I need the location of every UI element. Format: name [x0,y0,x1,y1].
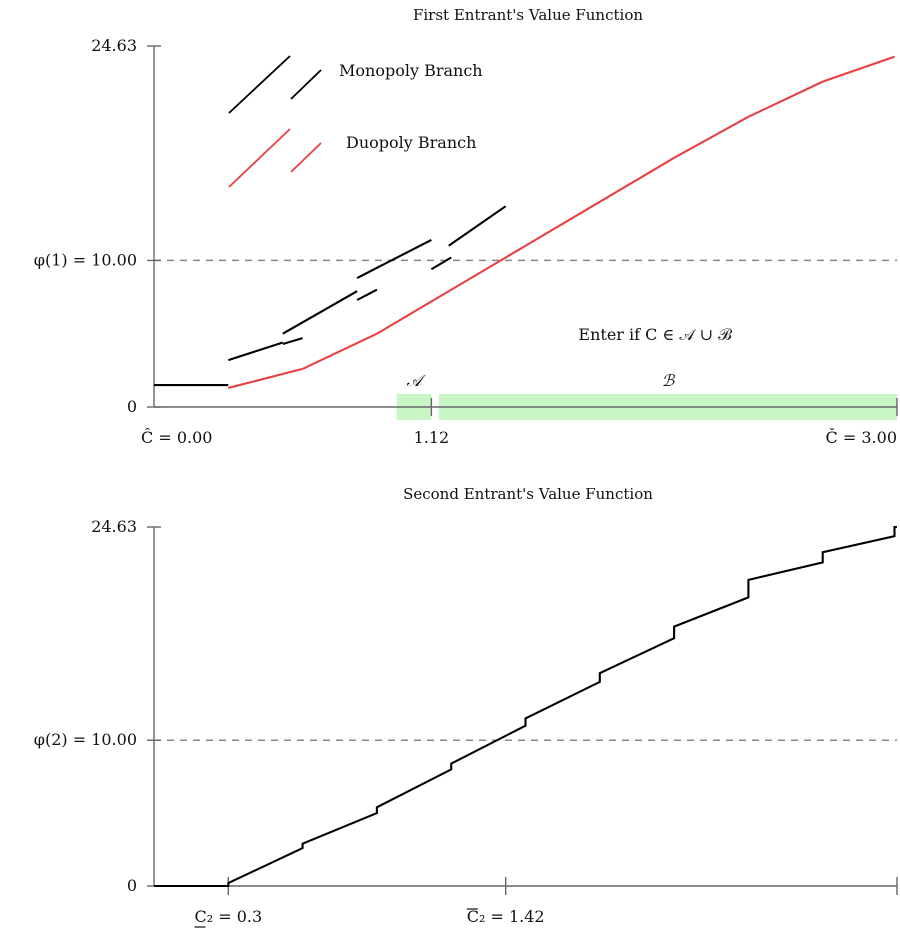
labels-second: 0 24.63 φ(2) = 10.00 C₂ = 0.3 C₂ = 1.42 [34,517,545,928]
legend-label-1: Duopoly Branch [346,133,476,152]
series-0-dash-2 [430,256,452,271]
reference-line-label: φ(2) = 10.00 [34,730,137,749]
y-tick-label-1: 24.63 [91,517,137,536]
x-tick-label-1: 1.12 [414,428,450,447]
series-1-segment-0 [228,367,303,389]
axes-first [147,45,898,416]
legend-label-0: Monopoly Branch [339,61,483,80]
legend-swatch-1-a [228,128,291,188]
series-0-segment-1 [227,341,284,362]
y-tick-label-0: 0 [127,876,137,895]
x-tick-label-1: C₂ = 1.42 [467,907,545,926]
series-1-segment-7 [747,80,824,118]
chart-title-second: Second Entrant's Value Function [403,485,653,503]
legend-swatch-0-b [290,69,322,100]
axes-second [147,526,898,895]
series-0-segment-4 [448,205,507,247]
labels-first: 0 24.63 φ(1) = 10.00 Ĉ = 0.00 1.12 Č = 3.00 𝒜 ℬ… [34,36,897,447]
legend-swatch-0-a [228,55,291,114]
panel-second-entrant: Second Entrant's Value Function 0 24.63 φ(… [34,485,898,928]
series-0-dash-1 [356,288,378,301]
series-1-segment-5 [599,156,675,203]
y-tick-label-1: 24.63 [91,36,137,55]
x-tick-label-0: Ĉ = 0.00 [141,427,212,447]
series-line [154,525,897,888]
y-tick-label-0: 0 [127,397,137,416]
series-second [154,525,897,888]
series-1-segment-8 [822,55,895,83]
series-0-segment-3 [356,238,432,279]
region-label-0: 𝒜 [406,371,426,390]
series-1-segment-2 [376,288,452,335]
legend-swatch-1-b [290,142,322,173]
series-first [154,55,895,389]
panel-first-entrant: First Entrant's Value Function 0 24.63 φ(1… [34,6,898,447]
x-tick-label-2: Č = 3.00 [826,427,897,447]
reference-line-label: φ(1) = 10.00 [34,250,137,269]
series-1-segment-3 [450,244,527,291]
series-1-segment-4 [524,200,601,247]
series-1-segment-6 [673,115,749,159]
region-caption: Enter if C ∈ 𝒜 ∪ ℬ [578,325,733,344]
series-0-dash-0 [282,337,303,345]
x-tick-label-0: C₂ = 0.3 [194,907,262,926]
chart-title-first: First Entrant's Value Function [413,6,643,24]
series-0-segment-2 [282,290,358,335]
series-1-segment-1 [302,332,378,370]
region-label-1: ℬ [662,371,676,390]
